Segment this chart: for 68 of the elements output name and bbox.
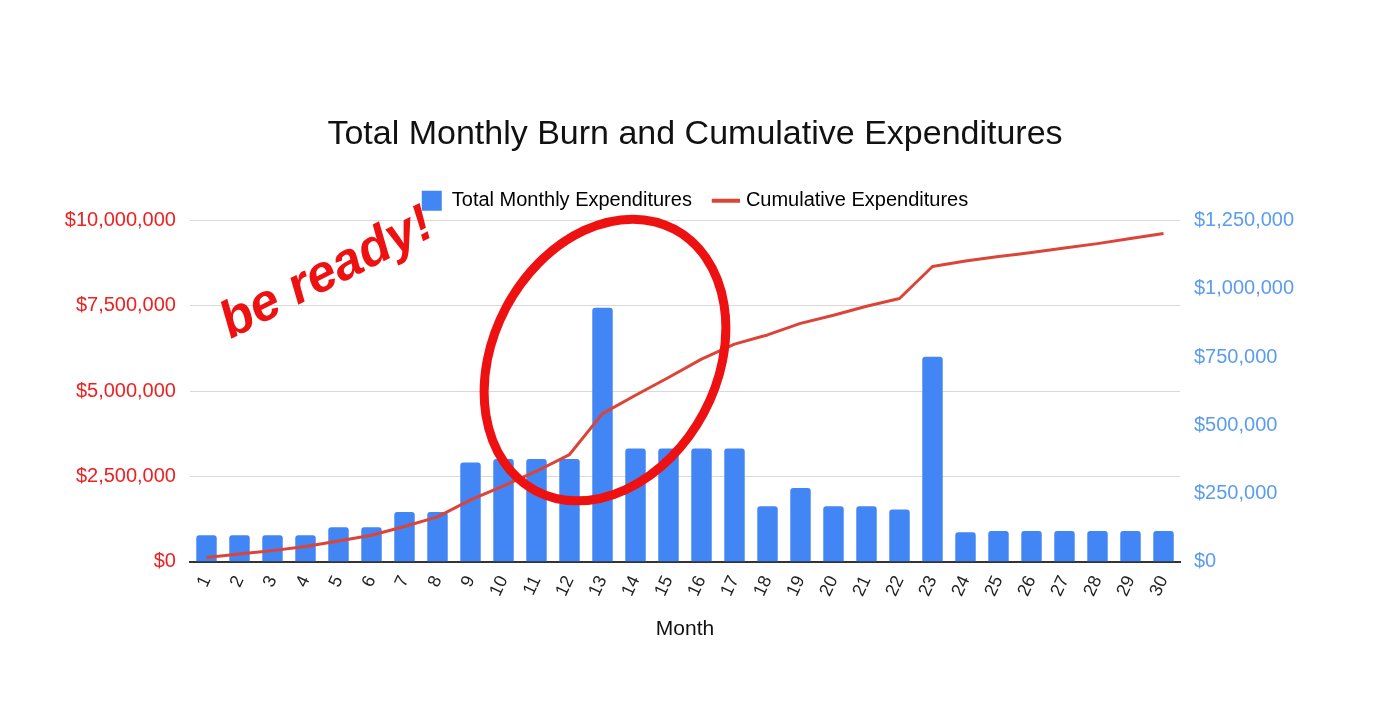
x-tick-label: 19	[782, 572, 809, 600]
x-tick-label: 10	[485, 572, 512, 600]
bar	[889, 509, 910, 562]
x-tick-label: 25	[980, 572, 1007, 600]
x-tick-label: 1	[192, 572, 215, 590]
x-tick-label: 11	[518, 572, 545, 598]
y-tick-label: $5,000,000	[75, 378, 176, 401]
bar	[1054, 531, 1075, 562]
x-tick-label: 18	[749, 572, 776, 600]
x-tick-label: 15	[650, 572, 677, 600]
y2-tick-label: $1,250,000	[1194, 208, 1295, 231]
bar	[625, 448, 646, 562]
y-tick-label: $7,500,000	[75, 293, 176, 316]
bar	[328, 527, 349, 562]
x-tick-label: 9	[456, 572, 479, 590]
bar	[790, 487, 811, 562]
bar	[757, 506, 778, 562]
chart-title: Total Monthly Burn and Cumulative Expenditures	[327, 112, 1063, 151]
bar	[988, 531, 1009, 562]
x-tick-label: 16	[683, 572, 710, 600]
bar	[691, 448, 712, 562]
y2-tick-label: $1,000,000	[1194, 276, 1295, 299]
y2-tick-label: $750,000	[1194, 344, 1278, 367]
x-tick-label: 23	[914, 572, 941, 600]
x-tick-label: 14	[617, 572, 644, 600]
x-tick-label: 24	[947, 572, 974, 600]
x-tick-label: 20	[815, 572, 842, 600]
y2-tick-label: $500,000	[1194, 412, 1278, 435]
x-tick-label: 5	[324, 572, 347, 590]
x-tick-label: 7	[390, 572, 413, 590]
bar	[922, 356, 943, 562]
x-tick-label: 4	[291, 572, 314, 590]
x-tick-label: 2	[225, 572, 248, 590]
x-tick-label: 13	[584, 572, 611, 600]
bar	[1153, 531, 1174, 562]
bar	[460, 462, 481, 562]
bar	[856, 506, 877, 562]
y-tick-label: $10,000,000	[64, 208, 176, 231]
bar	[955, 532, 976, 562]
x-tick-label: 3	[258, 572, 281, 590]
legend-label: Cumulative Expenditures	[745, 188, 969, 211]
x-tick-label: 21	[848, 572, 875, 600]
y2-tick-label: $250,000	[1194, 480, 1278, 503]
x-tick-label: 6	[357, 572, 380, 590]
x-tick-label: 22	[881, 572, 908, 600]
x-tick-label: 29	[1112, 572, 1139, 600]
x-tick-label: 17	[716, 572, 743, 600]
bar	[1120, 531, 1141, 562]
bar	[427, 511, 448, 562]
bar	[361, 527, 382, 562]
bar	[394, 511, 415, 562]
bar	[823, 506, 844, 562]
bar	[196, 535, 217, 562]
x-tick-label: 28	[1079, 572, 1106, 600]
x-tick-label: 30	[1145, 572, 1172, 600]
bar	[1087, 531, 1108, 562]
y-tick-label: $2,500,000	[75, 463, 176, 486]
bar	[1021, 531, 1042, 562]
x-tick-label: 27	[1046, 572, 1073, 600]
y-tick-label: $0	[153, 549, 176, 572]
legend-label: Total Monthly Expenditures	[451, 188, 692, 211]
bar	[724, 448, 745, 562]
bar	[592, 307, 613, 562]
x-tick-label: 26	[1013, 572, 1040, 600]
y2-tick-label: $0	[1194, 549, 1217, 572]
x-axis-title: Month	[655, 616, 715, 640]
x-tick-label: 8	[423, 572, 446, 590]
x-tick-label: 12	[551, 572, 578, 600]
